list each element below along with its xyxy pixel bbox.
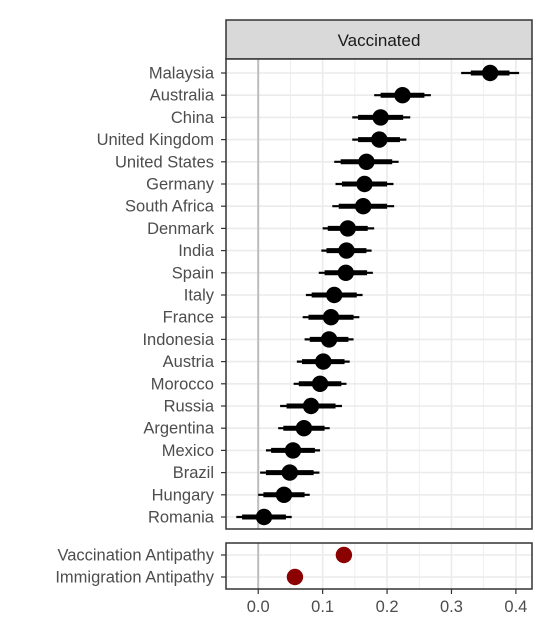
y-tick-label: Mexico — [162, 442, 214, 460]
antipathy-panel-border — [225, 542, 533, 590]
estimate-point — [302, 397, 320, 415]
y-tick-label: South Africa — [125, 198, 215, 216]
y-tick-label: Hungary — [152, 486, 215, 504]
x-axis: 0.0 0.1 0.2 0.3 0.4 — [247, 589, 527, 616]
y-tick-label: France — [163, 309, 214, 327]
estimate-point — [320, 331, 338, 348]
y-tick-label: Argentina — [143, 420, 214, 438]
y-tick-label: Morocco — [151, 375, 214, 393]
estimate-point — [371, 131, 388, 148]
estimate-point — [372, 109, 389, 126]
main-panel-border — [225, 58, 533, 530]
antipathy-panel-background — [226, 543, 532, 589]
estimate-point — [322, 309, 340, 326]
estimate-point — [356, 175, 373, 193]
estimate-point — [255, 508, 273, 526]
estimate-point — [358, 153, 375, 170]
antipathy-point — [335, 546, 353, 564]
facet-strip: Vaccinated — [225, 19, 533, 60]
x-tick-label: 0.4 — [504, 598, 527, 616]
x-tick-label: 0.1 — [311, 598, 334, 616]
facet-title: Vaccinated — [338, 31, 421, 50]
estimate-point — [326, 286, 343, 304]
main-panel-background — [226, 59, 532, 529]
y-tick-label: United Kingdom — [97, 131, 214, 149]
estimate-point — [315, 353, 332, 370]
y-tick-label: Russia — [164, 398, 215, 416]
facet-strip-background — [225, 19, 533, 60]
y-tick-label: Austria — [163, 353, 215, 371]
y-tick-label: Romania — [148, 509, 215, 527]
estimate-point — [275, 486, 293, 503]
estimate-point — [355, 198, 372, 215]
estimate-point — [481, 64, 499, 82]
main-panel: Malaysia Australia China United Kingdom Unit… — [97, 58, 533, 530]
x-tick-label: 0.2 — [376, 598, 399, 616]
y-tick-label: Australia — [150, 87, 215, 105]
estimate-point — [337, 264, 355, 281]
x-tick-label: 0.3 — [440, 598, 463, 616]
estimate-point — [311, 375, 329, 392]
y-tick-label: Germany — [146, 176, 215, 194]
y-tick-label: Spain — [172, 264, 214, 282]
estimate-point — [284, 442, 302, 459]
y-tick-label: Malaysia — [149, 65, 215, 83]
estimate-point — [394, 87, 411, 104]
y-tick-label: China — [171, 109, 215, 127]
y-tick-label: Italy — [184, 287, 215, 305]
y-tick-label: Denmark — [147, 220, 215, 238]
y-tick-label: United States — [115, 153, 214, 171]
y-tick-label: India — [178, 242, 215, 260]
y-tick-label: Indonesia — [142, 331, 214, 349]
estimate-point — [338, 242, 355, 259]
antipathy-panel: Vaccination Antipathy Immigration Antipat… — [55, 542, 533, 590]
estimate-point — [339, 220, 356, 237]
y-tick-label: Brazil — [173, 464, 214, 482]
y-tick-label: Vaccination Antipathy — [57, 547, 214, 565]
y-tick-label: Immigration Antipathy — [55, 569, 214, 587]
estimate-point — [295, 420, 313, 437]
x-tick-label: 0.0 — [247, 598, 270, 616]
estimate-point — [281, 464, 298, 481]
antipathy-point — [286, 568, 304, 586]
